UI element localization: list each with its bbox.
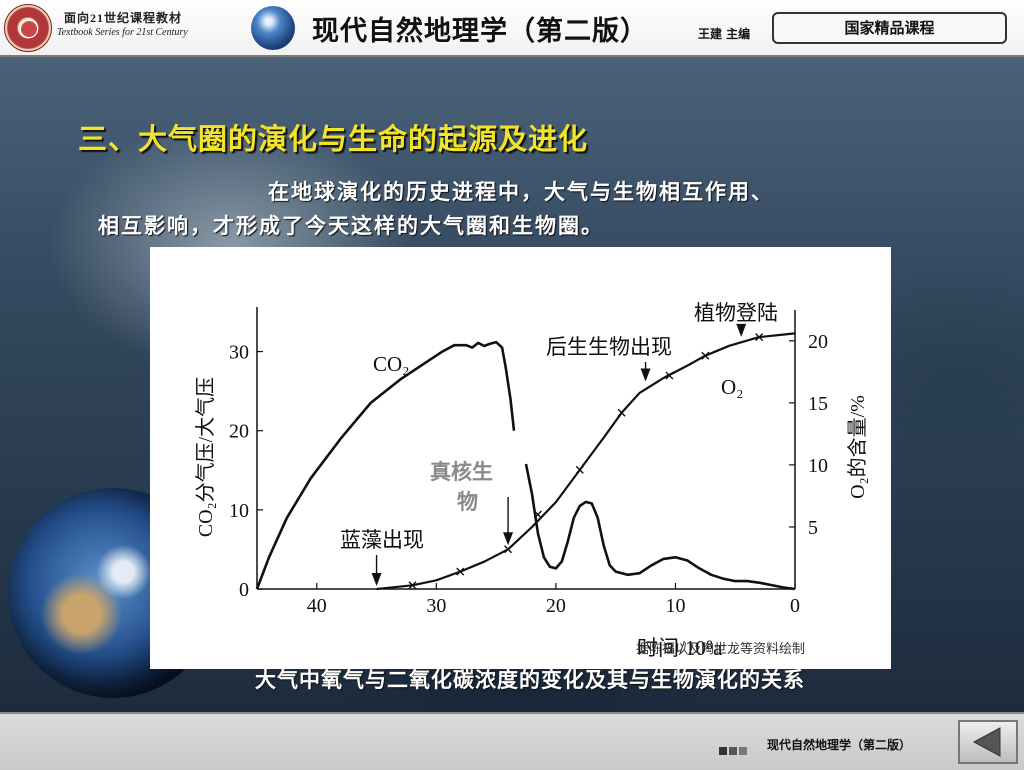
o2-point-marker xyxy=(575,465,584,474)
y-left-tick-label: 30 xyxy=(229,342,249,364)
y-left-axis-title: CO₂分气压/大气压 xyxy=(194,377,217,537)
o2-point-marker xyxy=(665,371,674,380)
o2-point-marker xyxy=(456,567,465,576)
annotation-arrow-head xyxy=(736,323,747,337)
series-title-cn: 面向21世纪课程教材 xyxy=(64,11,183,25)
annotation-label: 植物登陆 xyxy=(694,301,778,325)
footer-book-title: 现代自然地理学（第二版） xyxy=(767,738,912,752)
slide-heading: 三、大气圈的演化与生命的起源及进化 xyxy=(78,122,589,156)
y-right-tick-label: 20 xyxy=(808,331,828,353)
x-tick-label: 0 xyxy=(790,595,800,617)
o2-point-marker xyxy=(533,510,542,519)
body-text-line-2: 相互影响，才形成了今天这样的大气圈和生物圈。 xyxy=(98,214,604,238)
co2-series-line-2 xyxy=(524,463,796,591)
x-axis-title: 时间/10⁸a xyxy=(637,636,723,660)
o2-point-marker xyxy=(408,581,417,590)
x-tick-label: 10 xyxy=(665,595,685,617)
y-right-tick-label: 10 xyxy=(808,455,828,477)
body-text-line-1: 在地球演化的历史进程中，大气与生物相互作用、 xyxy=(268,180,774,204)
slide-footer: 现代自然地理学（第二版） xyxy=(0,712,1024,770)
annotation-label: 蓝藻出现 xyxy=(340,528,424,552)
x-tick-label: 20 xyxy=(546,595,566,617)
o2-point-marker xyxy=(701,351,710,360)
y-right-tick-label: 5 xyxy=(808,517,818,539)
co2-series-label: CO₂ xyxy=(373,352,410,376)
annotation-label: 后生生物出现 xyxy=(546,335,672,359)
back-arrow-icon xyxy=(972,727,1001,757)
footer-decoration xyxy=(719,740,749,759)
figure-caption: 大气中氧气与二氧化碳浓度的变化及其与生物演化的关系 xyxy=(255,668,805,692)
y-left-tick-label: 0 xyxy=(239,579,249,601)
annotation-label: 真核生 xyxy=(430,460,493,484)
annotation-arrow-head xyxy=(640,368,651,382)
atmosphere-evolution-chart: 40 30 20 10 0 0 10 20 30 5 10 15 20 时间/10⁸a CO₂分气压/大气… xyxy=(194,301,869,660)
y-left-tick-label: 20 xyxy=(229,421,249,443)
source-note: 据陈福以及陶世龙等资料绘制 xyxy=(636,641,805,657)
o2-point-marker xyxy=(504,545,513,554)
annotation-arrow-head xyxy=(371,573,382,586)
y-left-tick-label: 10 xyxy=(229,500,249,522)
back-button[interactable] xyxy=(958,720,1018,764)
globe-icon xyxy=(251,6,295,50)
editor-credit: 王建 主编 xyxy=(698,27,751,41)
x-tick-label: 40 xyxy=(307,595,327,617)
slide-header: 面向21世纪课程教材 Textbook Series for 21st Cent… xyxy=(0,0,1024,57)
y-right-axis-title: O₂的含量/% xyxy=(846,395,869,499)
o2-point-marker xyxy=(617,408,626,417)
annotation-arrow-head xyxy=(503,532,514,546)
y-right-tick-label: 15 xyxy=(808,393,828,415)
x-tick-label: 30 xyxy=(426,595,446,617)
series-title-en: Textbook Series for 21st Century xyxy=(57,27,188,38)
o2-series-label: O₂ xyxy=(721,375,744,399)
book-title: 现代自然地理学（第二版） xyxy=(312,16,648,47)
annotation-label-cont: 物 xyxy=(457,490,478,514)
university-seal-icon xyxy=(4,4,52,52)
course-badge: 国家精品课程 xyxy=(772,12,1007,44)
chart-panel: 40 30 20 10 0 0 10 20 30 5 10 15 20 时间/10⁸a CO₂分气压/大气… xyxy=(150,247,891,669)
o2-point-marker xyxy=(755,333,764,342)
co2-series-line-1 xyxy=(255,340,516,590)
